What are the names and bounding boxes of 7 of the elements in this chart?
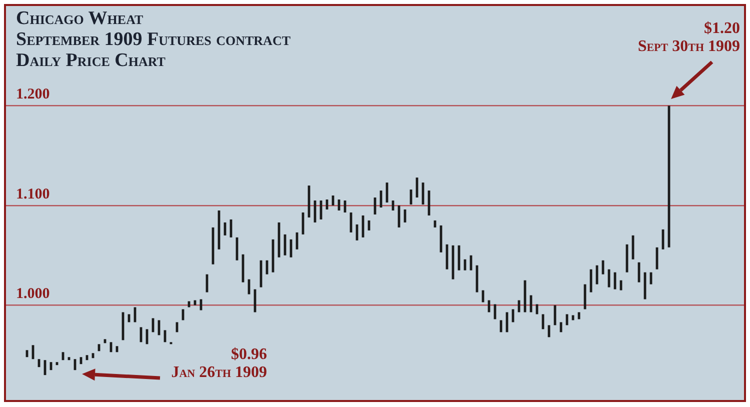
text: September 1909 Futures contract Daily Price Chart — [16, 29, 291, 71]
chart-title: Chicago Wheat — [16, 8, 144, 29]
y-tick-label: 1.200 — [16, 86, 50, 103]
y-tick-label: 1.100 — [16, 186, 50, 202]
annotation: $0.96 Jan 26th 1909 — [171, 346, 267, 382]
y-tick-label: 1.000 — [16, 286, 50, 302]
annotation: $1.20 Sept 30th 1909 — [638, 20, 740, 56]
